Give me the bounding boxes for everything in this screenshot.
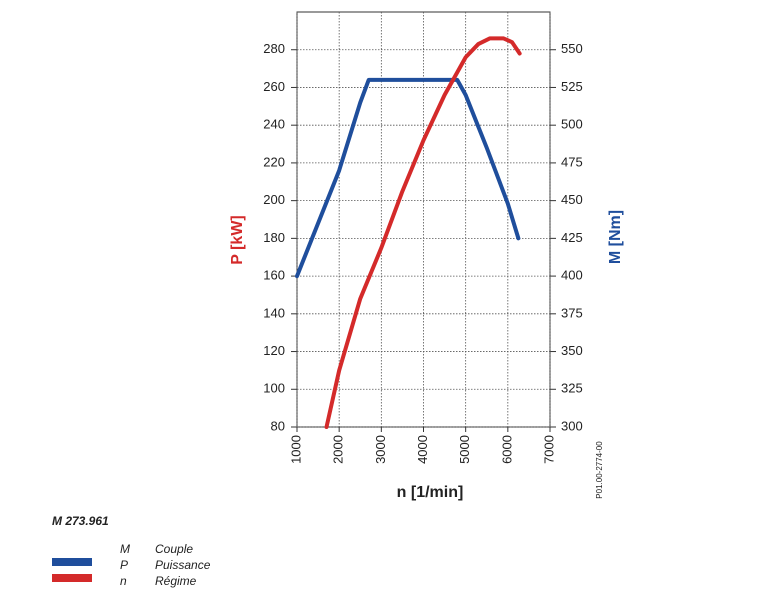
legend-title: M 273.961 <box>52 514 109 528</box>
series-line <box>295 77 521 279</box>
y2-tick-label: 300 <box>561 418 583 433</box>
y-tick-label: 180 <box>263 230 285 245</box>
x-tick-label: 7000 <box>541 435 556 464</box>
y-tick-label: 80 <box>271 418 285 433</box>
y2-tick-label: 450 <box>561 192 583 207</box>
x-tick-label: 5000 <box>457 435 472 464</box>
y2-tick-label: 400 <box>561 268 583 283</box>
y2-tick-label: 350 <box>561 343 583 358</box>
y2-tick-label: 325 <box>561 381 583 396</box>
x-tick-label: 3000 <box>373 435 388 464</box>
y-tick-label: 120 <box>263 343 285 358</box>
x-tick-label: 4000 <box>415 435 430 464</box>
legend-label: Puissance <box>155 558 211 572</box>
legend-label: Couple <box>155 542 193 556</box>
series-line <box>324 36 522 429</box>
y2-tick-label: 500 <box>561 117 583 132</box>
y2-axis-title: M [Nm] <box>607 210 624 264</box>
y2-tick-label: 525 <box>561 79 583 94</box>
legend-symbol: M <box>120 542 130 556</box>
y-tick-label: 260 <box>263 79 285 94</box>
x-tick-label: 1000 <box>288 435 303 464</box>
y-tick-label: 140 <box>263 305 285 320</box>
x-tick-label: 2000 <box>331 435 346 464</box>
y-tick-label: 200 <box>263 192 285 207</box>
y-tick-label: 240 <box>263 117 285 132</box>
y-axis-title: P [kW] <box>229 215 246 264</box>
y-tick-label: 160 <box>263 268 285 283</box>
legend-label: Régime <box>155 574 197 588</box>
y-tick-label: 220 <box>263 154 285 169</box>
y2-tick-label: 425 <box>561 230 583 245</box>
legend-swatch <box>52 558 92 566</box>
y2-tick-label: 550 <box>561 41 583 56</box>
y2-tick-label: 375 <box>561 305 583 320</box>
y2-tick-label: 475 <box>561 154 583 169</box>
x-axis-title: n [1/min] <box>397 484 464 501</box>
x-tick-label: 6000 <box>499 435 514 464</box>
annotation: P01.00-2774-00 <box>595 441 604 499</box>
y-tick-label: 100 <box>263 381 285 396</box>
legend-symbol: P <box>120 558 128 572</box>
legend-symbol: n <box>120 574 127 588</box>
y-tick-label: 280 <box>263 41 285 56</box>
legend-swatch <box>52 574 92 582</box>
